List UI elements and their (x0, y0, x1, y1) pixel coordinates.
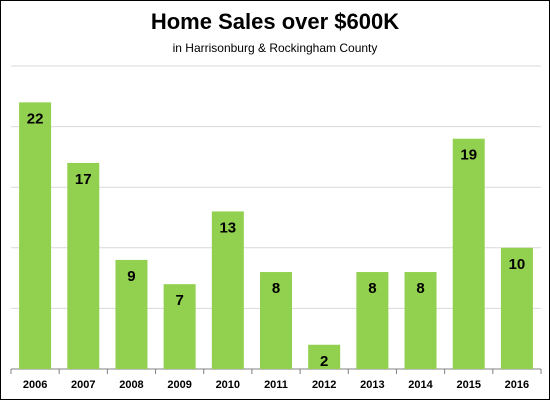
data-label-2015: 19 (460, 147, 477, 164)
bar-2015 (452, 138, 485, 369)
data-label-2012: 2 (320, 353, 328, 370)
x-tick-label-2009: 2009 (167, 379, 191, 391)
x-tick-label-2014: 2014 (408, 379, 433, 391)
bar-2006 (19, 102, 52, 370)
x-tick-label-2013: 2013 (360, 379, 384, 391)
data-label-2006: 22 (27, 110, 44, 127)
data-label-2016: 10 (509, 256, 526, 273)
bar-2009 (163, 284, 196, 369)
data-label-2013: 8 (368, 280, 376, 297)
x-tick-label-2016: 2016 (505, 379, 529, 391)
bar-2011 (260, 272, 292, 369)
x-tick-label-2008: 2008 (119, 379, 143, 391)
x-tick-label-2007: 2007 (71, 379, 95, 391)
bar-2012 (308, 344, 341, 369)
data-label-2010: 13 (219, 219, 236, 236)
bar-2014 (404, 272, 437, 369)
x-tick-label-2006: 2006 (23, 379, 47, 391)
x-tick-label-2011: 2011 (264, 379, 288, 391)
bar-2016 (500, 247, 533, 369)
chart-subtitle: in Harrisonburg & Rockingham County (172, 41, 378, 55)
bar-2010 (211, 211, 244, 369)
bar-2007 (67, 162, 100, 369)
data-label-2009: 7 (175, 292, 183, 309)
x-tick-label-2010: 2010 (216, 379, 240, 391)
bar-2008 (115, 259, 148, 369)
data-label-2011: 8 (272, 280, 280, 297)
chart-title: Home Sales over $600K (150, 9, 400, 34)
data-label-2007: 17 (75, 171, 92, 188)
x-tick-label-2012: 2012 (312, 379, 336, 391)
data-label-2008: 9 (127, 268, 135, 285)
bar-2013 (356, 272, 389, 369)
data-label-2014: 8 (416, 280, 424, 297)
x-tick-label-2015: 2015 (456, 379, 480, 391)
